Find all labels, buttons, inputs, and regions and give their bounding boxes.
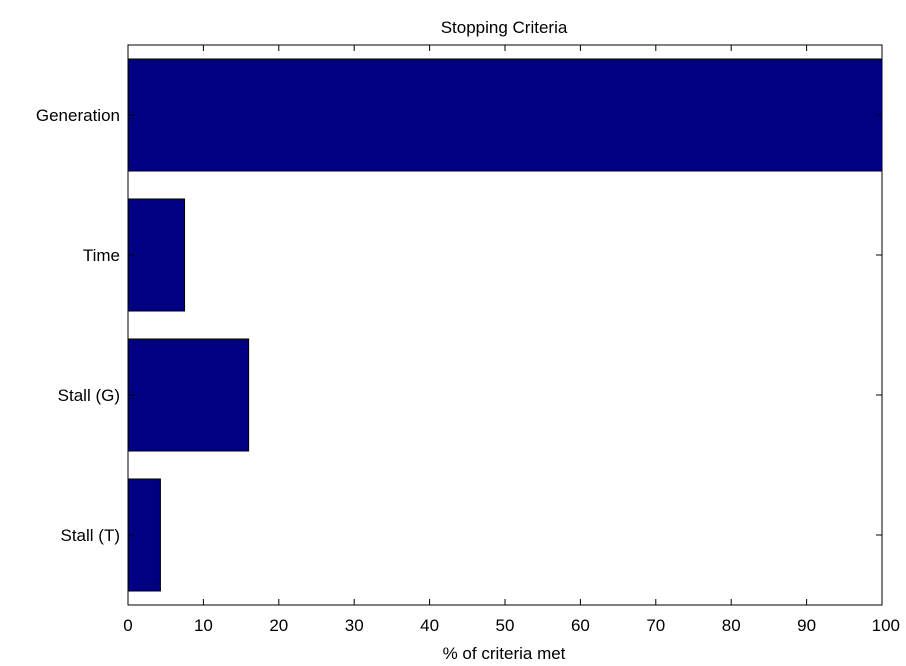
bar [127,198,186,312]
bar [127,58,883,172]
category-labels-group: Generation Time Stall (G) Stall (T) [36,106,120,545]
x-tick-label: 70 [646,616,665,635]
bars-group [127,58,883,592]
x-ticks-group: 0 10 20 30 40 50 60 70 80 90 100 [123,45,900,635]
category-label: Stall (T) [61,526,121,545]
x-tick-label: 10 [194,616,213,635]
x-tick-label: 100 [872,616,900,635]
chart-title: Stopping Criteria [441,18,568,37]
x-tick-label: 80 [722,616,741,635]
x-tick-label: 30 [345,616,364,635]
y-ticks-group [128,114,882,536]
category-label: Stall (G) [58,386,120,405]
bar [127,338,250,452]
x-axis-label: % of criteria met [443,644,566,663]
category-label: Generation [36,106,120,125]
category-label: Time [83,246,120,265]
x-tick-label: 40 [420,616,439,635]
x-tick-label: 20 [269,616,288,635]
x-tick-label: 60 [571,616,590,635]
x-tick-label: 90 [797,616,816,635]
x-tick-label: 0 [123,616,132,635]
x-tick-label: 50 [496,616,515,635]
